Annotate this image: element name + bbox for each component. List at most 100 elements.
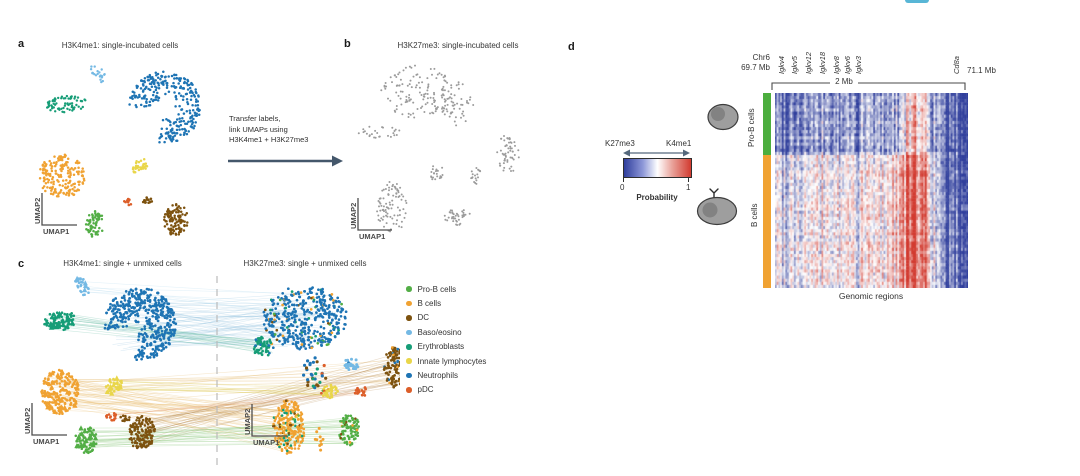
scatter-point: [158, 140, 161, 144]
scatter-point: [450, 84, 453, 87]
scatter-point: [390, 346, 394, 349]
scatter-point: [510, 170, 512, 172]
scatter-point: [382, 215, 385, 218]
scatter-point: [147, 78, 151, 82]
scatter-point: [389, 230, 391, 233]
scatter-point: [182, 86, 185, 90]
scatter-point: [433, 67, 436, 70]
scale-bracket-left: [771, 82, 830, 90]
scatter-point: [296, 346, 299, 350]
scatter-point: [420, 94, 423, 96]
link-line: [138, 311, 334, 349]
scatter-point: [153, 427, 156, 431]
scatter-point: [58, 382, 61, 385]
scatter-point: [49, 326, 53, 329]
scatter-point: [276, 440, 280, 443]
scatter-point: [403, 216, 406, 219]
scatter-point: [398, 129, 401, 132]
scatter-point: [282, 443, 286, 446]
link-line: [83, 419, 353, 439]
scatter-point: [86, 431, 89, 434]
legend-label: Baso/eosino: [417, 327, 462, 337]
scatter-point: [164, 299, 167, 302]
scatter-point: [43, 395, 47, 398]
scatter-point: [127, 292, 131, 296]
scatter-point: [349, 414, 353, 418]
scatter-point: [58, 155, 61, 158]
scatter-point: [418, 86, 421, 89]
scatter-point: [395, 108, 398, 111]
link-line: [73, 401, 284, 418]
scatter-point: [94, 437, 97, 441]
scatter-point: [80, 290, 83, 294]
scatter-point: [447, 216, 450, 219]
scatter-point: [286, 427, 290, 431]
scatter-point: [167, 215, 171, 219]
scatter-point: [300, 419, 303, 423]
scatter-point: [45, 401, 49, 404]
scatter-point: [277, 412, 281, 415]
scatter-point: [510, 165, 513, 168]
scatter-point: [109, 317, 113, 321]
link-line: [124, 302, 274, 335]
scatter-point: [43, 168, 47, 172]
scatter-point: [165, 86, 169, 90]
scatter-point: [50, 181, 53, 184]
scatter-point: [67, 175, 71, 178]
scatter-point: [194, 88, 197, 91]
scatter-point: [72, 193, 76, 196]
scatter-point: [395, 371, 399, 375]
scatter-point: [81, 439, 85, 442]
scatter-point: [77, 161, 81, 165]
cluster-gray: [380, 64, 453, 119]
scatter-point: [445, 108, 448, 111]
scatter-point: [40, 390, 43, 393]
link-line: [117, 389, 330, 395]
scatter-point: [426, 89, 429, 92]
scatter-point: [423, 111, 426, 113]
scatter-point: [157, 301, 161, 305]
scatter-point: [65, 191, 69, 195]
scatter-point: [92, 433, 95, 437]
scatter-point: [125, 324, 129, 328]
link-line: [151, 344, 311, 346]
scatter-point: [174, 202, 178, 206]
scatter-point: [79, 280, 83, 284]
scatter-point: [148, 432, 151, 436]
scatter-point: [64, 384, 67, 387]
scatter-point: [353, 420, 357, 424]
link-line: [87, 435, 352, 440]
scatter-point: [470, 170, 473, 173]
scatter-point: [271, 346, 275, 350]
scatter-point: [185, 81, 189, 85]
scatter-point: [154, 79, 157, 82]
scatter-point: [142, 351, 145, 355]
scatter-point: [336, 389, 339, 393]
scatter-point: [115, 310, 119, 314]
scatter-point: [309, 341, 313, 344]
scatter-point: [66, 376, 69, 380]
scatter-point: [319, 340, 323, 344]
link-line: [152, 377, 389, 433]
scatter-point: [178, 104, 181, 108]
scatter-point: [135, 358, 139, 362]
scatter-point: [278, 425, 282, 429]
scatter-point: [289, 313, 293, 316]
scatter-point: [169, 232, 172, 235]
scatter-point: [396, 360, 399, 364]
scatter-point: [176, 208, 179, 211]
scatter-point: [177, 113, 180, 116]
scatter-point: [79, 428, 82, 431]
scatter-point: [58, 325, 62, 328]
scatter-point: [357, 425, 361, 428]
scatter-point: [136, 314, 140, 318]
scatter-point: [64, 97, 67, 100]
scatter-point: [307, 295, 311, 299]
link-line: [86, 288, 315, 317]
scatter-point: [109, 320, 113, 324]
scatter-point: [410, 66, 413, 69]
scatter-point: [303, 310, 306, 314]
scatter-point: [433, 99, 436, 102]
scatter-point: [415, 84, 418, 87]
scatter-point: [300, 343, 304, 346]
